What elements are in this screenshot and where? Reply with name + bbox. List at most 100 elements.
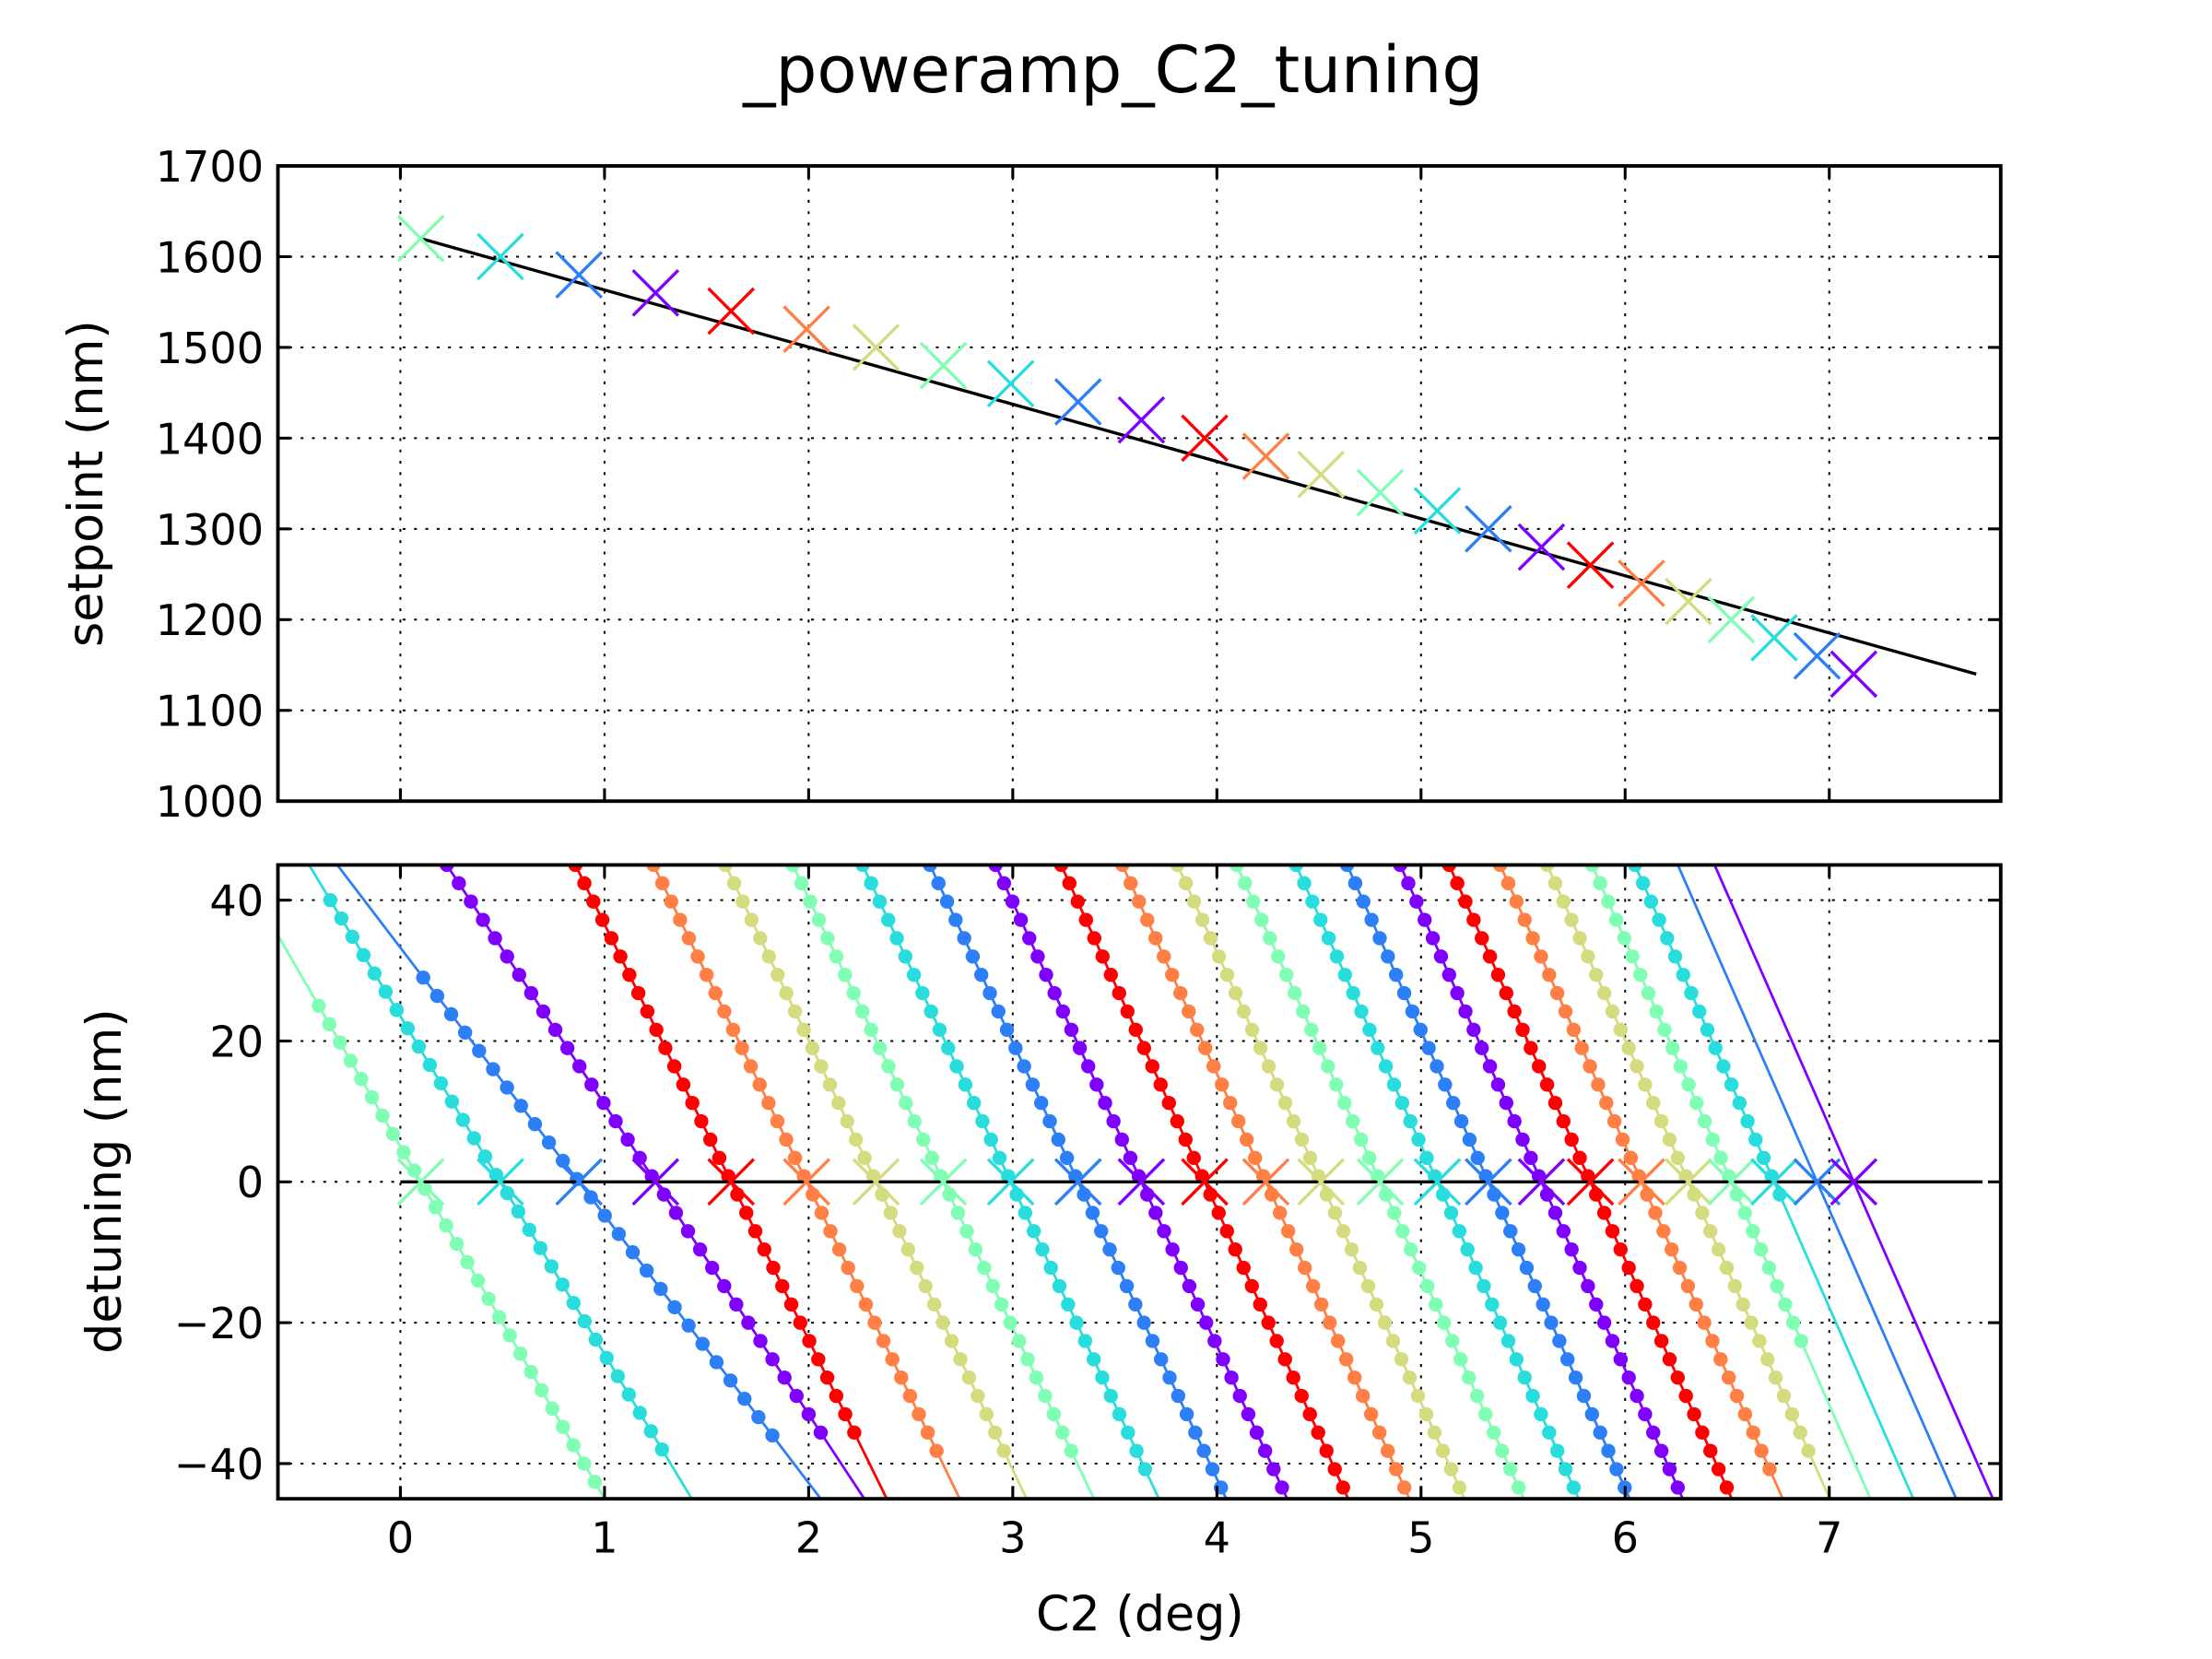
cross-stroke — [555, 1158, 604, 1206]
zero-crossing-marker — [1793, 1158, 1841, 1206]
detuning-data-point — [743, 1059, 759, 1074]
detuning-data-point — [1337, 1096, 1352, 1111]
detuning-data-point — [783, 1297, 799, 1312]
detuning-data-point — [491, 1310, 507, 1324]
detuning-data-point — [854, 1004, 870, 1019]
detuning-data-point — [1412, 1260, 1427, 1276]
detuning-data-point — [1385, 1334, 1401, 1348]
cross-stroke — [1297, 450, 1346, 499]
detuning-data-point — [1396, 1480, 1412, 1495]
top-y-tick-label: 1600 — [156, 232, 264, 282]
detuning-data-point — [1638, 1406, 1653, 1422]
detuning-data-point — [1157, 949, 1171, 964]
detuning-data-point — [1746, 1224, 1760, 1239]
zero-crossing-marker — [477, 1158, 524, 1206]
detuning-data-point — [1388, 1462, 1404, 1477]
detuning-data-point — [1362, 1022, 1377, 1037]
detuning-data-point — [1621, 1371, 1636, 1385]
detuning-data-point — [968, 1241, 983, 1257]
detuning-data-point — [1165, 1241, 1180, 1257]
detuning-data-point — [1077, 1334, 1093, 1348]
detuning-data-point — [1095, 1371, 1110, 1385]
detuning-data-point — [847, 1425, 862, 1441]
detuning-data-point — [1136, 1315, 1151, 1330]
x-tick-label: 6 — [1612, 1513, 1639, 1563]
detuning-data-point — [1754, 1443, 1769, 1458]
top-y-tick-label: 1300 — [156, 505, 264, 555]
detuning-data-point — [944, 1334, 959, 1348]
setpoint-marker — [1566, 541, 1615, 590]
detuning-data-point — [1711, 1462, 1726, 1477]
detuning-data-point — [1294, 1132, 1310, 1147]
setpoint-marker — [1297, 450, 1346, 499]
detuning-data-point — [1507, 1113, 1522, 1129]
setpoint-marker — [1665, 577, 1712, 626]
detuning-data-point — [1356, 894, 1371, 909]
setpoint-marker — [1517, 523, 1566, 571]
detuning-data-point — [694, 1113, 709, 1129]
detuning-data-point — [1547, 876, 1563, 891]
detuning-data-point — [1441, 967, 1456, 982]
x-tick-label: 4 — [1204, 1513, 1230, 1563]
detuning-data-point — [1404, 1241, 1418, 1257]
detuning-data-point — [848, 1132, 864, 1147]
detuning-data-point — [1273, 1206, 1288, 1220]
detuning-data-point — [1752, 1334, 1767, 1348]
detuning-data-point — [322, 1017, 337, 1031]
detuning-data-point — [814, 1059, 829, 1074]
detuning-data-point — [1277, 1352, 1292, 1367]
detuning-data-point — [735, 1041, 749, 1055]
detuning-data-point — [343, 1053, 359, 1068]
detuning-data-point — [831, 1241, 847, 1257]
x-tick-label: 2 — [795, 1513, 822, 1563]
detuning-data-point — [1052, 1278, 1067, 1294]
detuning-data-point — [1321, 931, 1336, 946]
detuning-data-point — [939, 894, 955, 909]
detuning-data-point — [1378, 1059, 1394, 1074]
detuning-data-point — [1572, 1150, 1587, 1166]
detuning-data-point — [511, 1204, 526, 1219]
detuning-data-point — [1294, 1388, 1309, 1404]
detuning-data-point — [735, 894, 750, 909]
detuning-data-point — [1681, 1077, 1696, 1092]
cross-stroke — [1566, 1158, 1615, 1206]
detuning-data-point — [658, 1041, 673, 1055]
cross-stroke — [1413, 1158, 1462, 1206]
detuning-data-point — [744, 912, 759, 927]
detuning-data-point — [1244, 1022, 1260, 1037]
detuning-data-point — [1224, 1371, 1239, 1385]
detuning-data-point — [829, 949, 844, 964]
detuning-data-point — [1020, 1352, 1035, 1367]
detuning-data-point — [1560, 1352, 1575, 1367]
detuning-data-point — [907, 1113, 923, 1129]
cross-stroke — [1241, 1158, 1290, 1206]
setpoint-marker — [1053, 378, 1102, 426]
detuning-data-point — [1145, 1059, 1159, 1074]
detuning-data-point — [1732, 1096, 1747, 1111]
detuning-data-point — [566, 1438, 581, 1453]
cross-stroke — [919, 1158, 968, 1206]
detuning-data-point — [958, 1077, 973, 1092]
detuning-data-point — [996, 876, 1012, 891]
detuning-data-point — [1630, 1059, 1644, 1074]
detuning-data-point — [796, 1022, 811, 1037]
detuning-data-point — [1558, 1004, 1573, 1019]
detuning-data-point — [1684, 985, 1699, 1001]
detuning-data-point — [1171, 1388, 1185, 1404]
detuning-data-point — [1279, 967, 1294, 982]
detuning-data-point — [1778, 1297, 1793, 1312]
detuning-data-point — [1450, 985, 1465, 1001]
zero-crossing-marker — [631, 1158, 680, 1206]
detuning-data-point — [1165, 967, 1180, 982]
zero-crossing-marker — [1181, 1158, 1229, 1206]
detuning-data-point — [961, 1371, 977, 1385]
detuning-data-point — [729, 1297, 744, 1312]
top-y-tick-label: 1100 — [156, 687, 264, 736]
detuning-data-point — [1186, 1150, 1201, 1166]
detuning-data-point — [699, 967, 714, 982]
detuning-data-point — [1102, 1241, 1117, 1257]
detuning-data-point — [667, 1300, 682, 1315]
detuning-data-point — [1613, 1352, 1629, 1367]
detuning-data-point — [1452, 1480, 1467, 1495]
detuning-data-point — [1446, 1096, 1461, 1111]
